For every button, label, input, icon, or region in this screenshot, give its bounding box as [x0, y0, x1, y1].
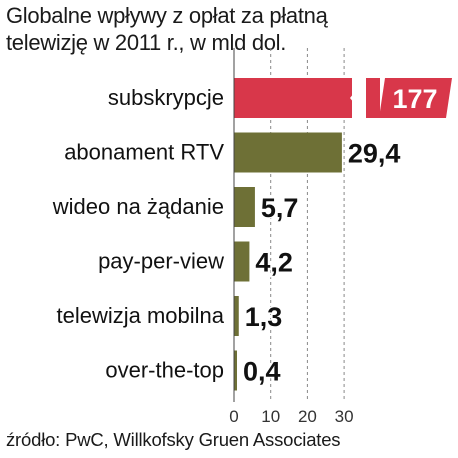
- value-label: 177: [392, 84, 437, 114]
- x-tick-label: 10: [261, 407, 280, 426]
- category-label: abonament RTV: [64, 140, 224, 165]
- category-label: subskrypcje: [108, 85, 224, 110]
- bar: [234, 187, 255, 227]
- category-label: telewizja mobilna: [56, 303, 224, 328]
- category-label: pay-per-view: [98, 249, 224, 274]
- value-label: 0,4: [243, 357, 281, 387]
- category-label: wideo na żądanie: [52, 194, 224, 219]
- value-label: 29,4: [348, 139, 401, 169]
- bar: [234, 78, 352, 118]
- bar: [234, 132, 342, 173]
- x-tick-label: 30: [335, 407, 354, 426]
- bar: [234, 350, 237, 391]
- source-note: źródło: PwC, Willkofsky Gruen Associates: [6, 429, 341, 450]
- chart-title-line-2: telewizję w 2011 r., w mld dol.: [6, 30, 287, 55]
- chart-title: Globalne wpływy z opłat za płatną telewi…: [6, 2, 446, 56]
- value-label: 4,2: [255, 248, 293, 278]
- value-label: 1,3: [245, 302, 283, 332]
- x-tick-label: 0: [229, 407, 238, 426]
- value-badge: [379, 78, 452, 118]
- x-tick-label: 20: [298, 407, 317, 426]
- bar: [234, 241, 250, 282]
- value-label: 5,7: [261, 193, 299, 223]
- chart-title-line-1: Globalne wpływy z opłat za płatną: [6, 3, 328, 28]
- bar: [234, 296, 239, 336]
- category-label: over-the-top: [105, 358, 224, 383]
- bar-segment: [366, 78, 380, 118]
